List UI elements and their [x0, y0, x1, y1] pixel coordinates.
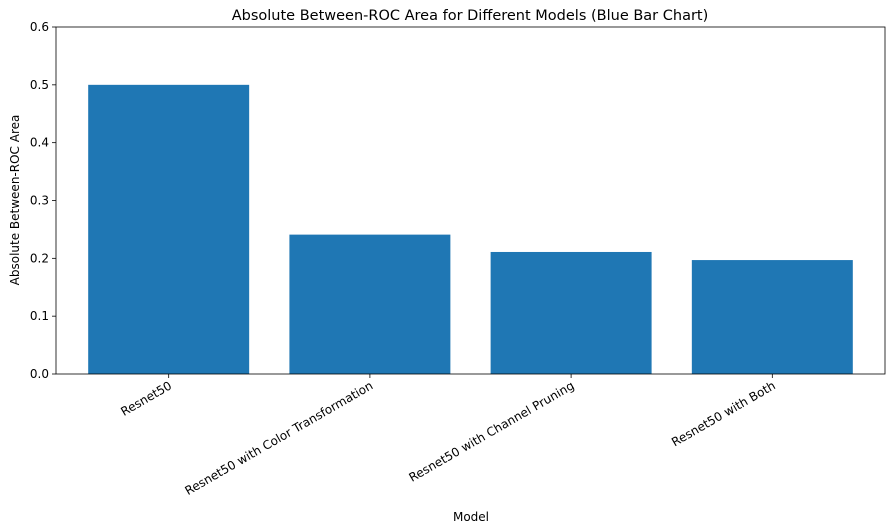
y-tick-label: 0.5	[30, 78, 49, 92]
y-tick-label: 0.2	[30, 251, 49, 265]
y-tick-label: 0.4	[30, 136, 49, 150]
x-tick-label: Resnet50	[118, 378, 174, 418]
bar	[691, 260, 853, 374]
y-axis-label: Absolute Between-ROC Area	[8, 115, 22, 286]
bar	[490, 251, 652, 374]
chart-title: Absolute Between-ROC Area for Different …	[232, 8, 709, 24]
x-tick-label: Resnet50 with Channel Pruning	[407, 378, 577, 484]
bar	[289, 234, 451, 374]
x-axis-label: Model	[453, 510, 489, 524]
y-tick-label: 0.6	[30, 20, 49, 34]
y-tick-label: 0.3	[30, 194, 49, 208]
y-tick-label: 0.0	[30, 367, 49, 381]
plot-frame	[55, 26, 886, 375]
x-tick-label: Resnet50 with Color Transformation	[182, 378, 375, 497]
x-tick-label: Resnet50 with Both	[669, 378, 778, 449]
y-tick-label: 0.1	[30, 309, 49, 323]
bar	[88, 84, 250, 374]
